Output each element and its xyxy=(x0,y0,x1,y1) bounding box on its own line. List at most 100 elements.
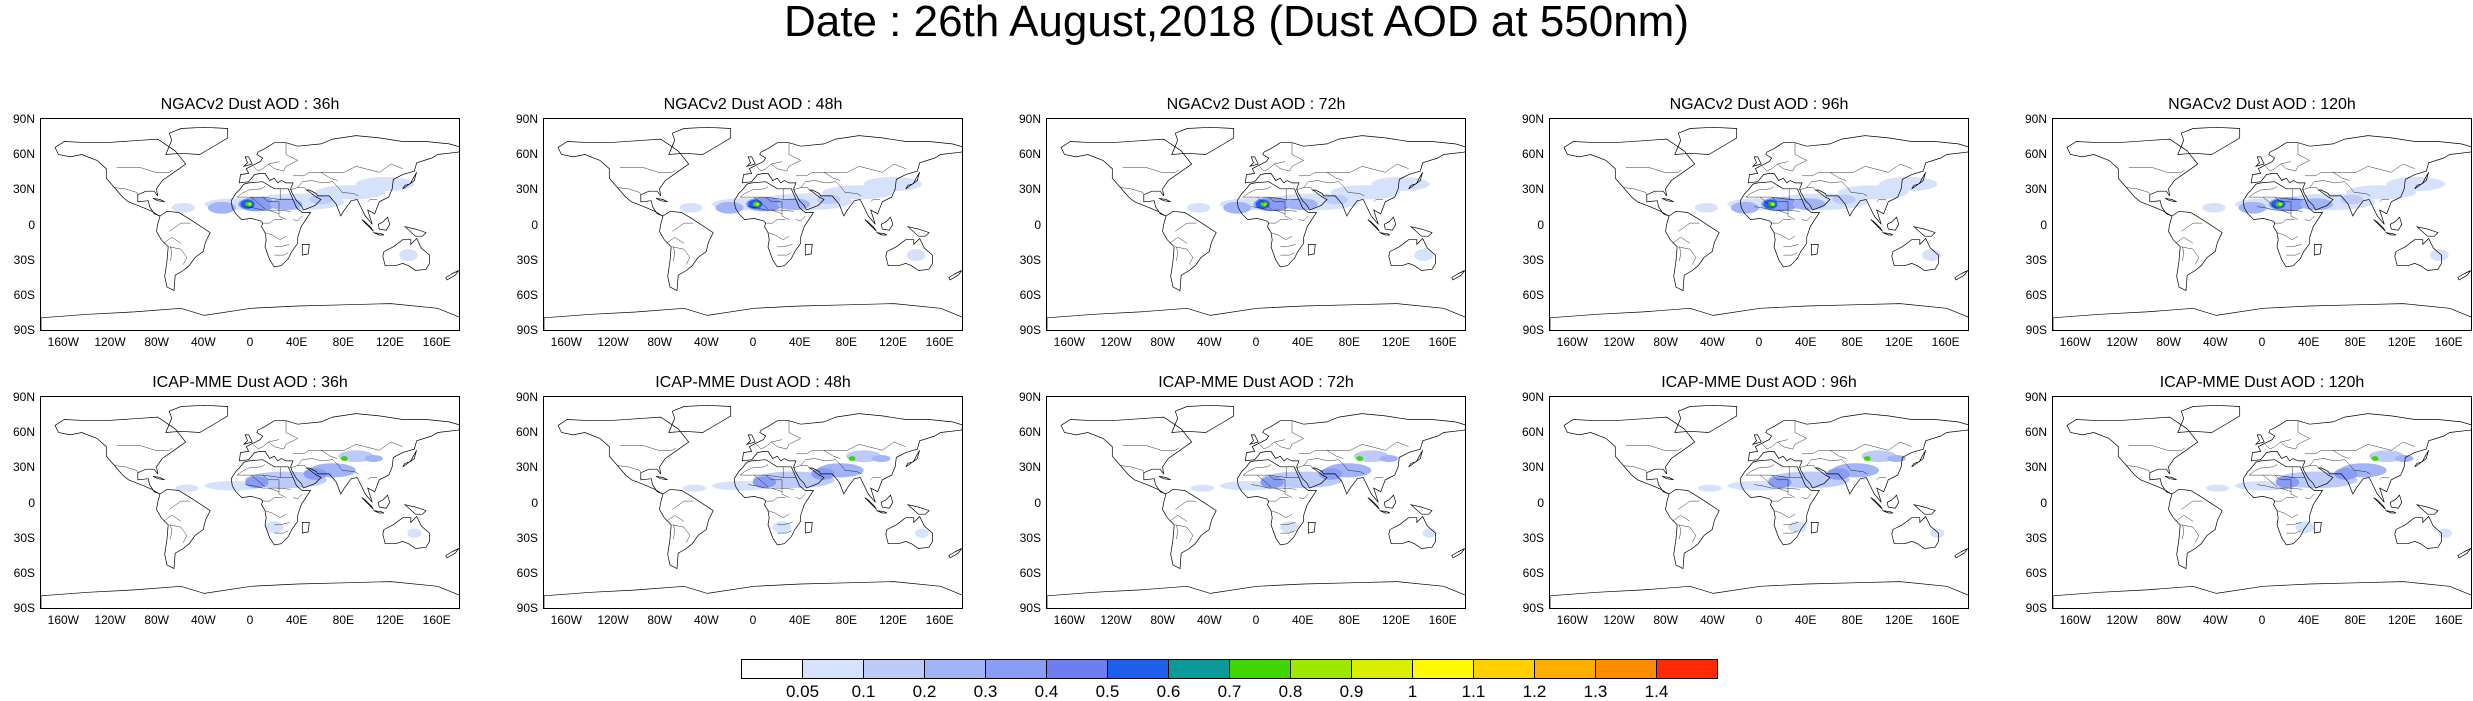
country-border xyxy=(289,465,308,470)
colorbar-label: 0.8 xyxy=(1278,682,1303,701)
country-border xyxy=(170,246,172,262)
country-border xyxy=(293,163,403,176)
longitude-label: 40W xyxy=(1196,613,1222,627)
coastline xyxy=(238,413,459,503)
latitude-label: 60S xyxy=(516,565,538,580)
latitude-label: 60N xyxy=(1018,425,1041,440)
country-border xyxy=(2290,201,2299,220)
coastline xyxy=(655,197,668,203)
dust-plume xyxy=(1263,202,1267,206)
country-border xyxy=(274,244,290,248)
longitude-label: 80W xyxy=(1150,335,1175,349)
coastline xyxy=(948,548,962,559)
country-border xyxy=(163,515,182,522)
longitude-label: 160E xyxy=(925,335,954,349)
map-svg xyxy=(41,126,459,330)
country-border xyxy=(268,441,287,450)
longitude-label: 120W xyxy=(1100,335,1132,349)
longitude-label: 80E xyxy=(2344,335,2367,349)
coastline xyxy=(1882,510,1894,514)
longitude-label: 40E xyxy=(1291,613,1314,627)
coastline xyxy=(1307,522,1316,534)
latitude-label: 90N xyxy=(12,390,35,404)
country-border xyxy=(169,524,188,543)
longitude-label: 160W xyxy=(550,613,583,627)
dust-plume xyxy=(2340,194,2364,205)
dust-plume xyxy=(777,198,810,211)
country-border xyxy=(262,474,279,481)
dust-plume xyxy=(1379,454,1399,463)
colorbar-swatch xyxy=(1595,659,1657,679)
latitude-label: 90N xyxy=(1521,112,1544,126)
country-border xyxy=(1373,199,1383,202)
country-border xyxy=(1295,465,1314,470)
longitude-label: 160W xyxy=(550,335,583,349)
country-border xyxy=(777,252,792,256)
country-border xyxy=(2181,246,2200,265)
country-border xyxy=(1268,497,1289,502)
country-border xyxy=(236,186,266,198)
coastline xyxy=(2415,226,2439,237)
coastline xyxy=(156,210,211,292)
country-border xyxy=(767,232,790,240)
longitude-label: 80E xyxy=(1338,613,1361,627)
dust-plume xyxy=(407,528,422,538)
coastline xyxy=(741,135,962,225)
coastline xyxy=(1383,216,1397,231)
coastline xyxy=(1912,226,1936,237)
longitude-label: 40E xyxy=(1291,335,1314,349)
coastline xyxy=(2242,459,2324,546)
longitude-label: 160E xyxy=(1931,613,1960,627)
country-border xyxy=(274,252,289,256)
coastline xyxy=(2164,197,2177,203)
coastline xyxy=(885,515,933,549)
coastline xyxy=(2457,548,2471,559)
longitude-label: 120E xyxy=(878,335,908,349)
longitude-label: 80W xyxy=(647,613,672,627)
country-border xyxy=(1745,186,1775,198)
longitude-label: 80W xyxy=(2156,335,2181,349)
country-border xyxy=(1783,522,1799,526)
dust-plume xyxy=(848,456,856,461)
dust-plume xyxy=(1223,201,1252,214)
country-border xyxy=(320,450,338,459)
country-border xyxy=(672,500,694,510)
dust-plume xyxy=(871,454,891,463)
country-border xyxy=(1175,246,1194,265)
colorbar-swatch xyxy=(1351,659,1413,679)
country-border xyxy=(2274,474,2291,481)
longitude-label: 40W xyxy=(693,613,719,627)
coastline xyxy=(377,216,391,231)
coastline xyxy=(1409,226,1433,237)
country-border xyxy=(2334,459,2371,475)
dust-plume xyxy=(207,201,236,214)
coastline xyxy=(1739,181,1821,268)
longitude-label: 160W xyxy=(1053,613,1086,627)
dust-plume xyxy=(2295,521,2315,534)
country-border xyxy=(292,493,303,500)
coastline xyxy=(544,581,962,608)
country-border xyxy=(2379,477,2389,480)
country-border xyxy=(1678,500,1700,510)
dust-plume xyxy=(1879,176,1938,192)
colorbar-label: 0.3 xyxy=(973,682,998,701)
dust-plume xyxy=(2394,454,2414,463)
longitude-label: 80E xyxy=(332,335,355,349)
coastline xyxy=(1244,135,1465,225)
colorbar-swatch xyxy=(1656,659,1718,679)
world-map xyxy=(1046,396,1466,609)
coastline xyxy=(2164,475,2177,481)
country-border xyxy=(1625,167,1682,173)
country-border xyxy=(796,441,906,454)
coastline xyxy=(1747,135,1968,225)
panel-title: NGACv2 Dust AOD : 36h xyxy=(160,96,340,113)
dust-plume xyxy=(248,202,252,206)
country-border xyxy=(771,487,794,490)
latitude-label: 30S xyxy=(1019,530,1041,545)
country-border xyxy=(1303,180,1329,188)
coastline xyxy=(242,434,253,445)
coastline xyxy=(152,475,165,481)
coastline xyxy=(2168,210,2223,292)
country-border xyxy=(1176,524,1178,540)
latitude-label: 90S xyxy=(2025,601,2047,615)
